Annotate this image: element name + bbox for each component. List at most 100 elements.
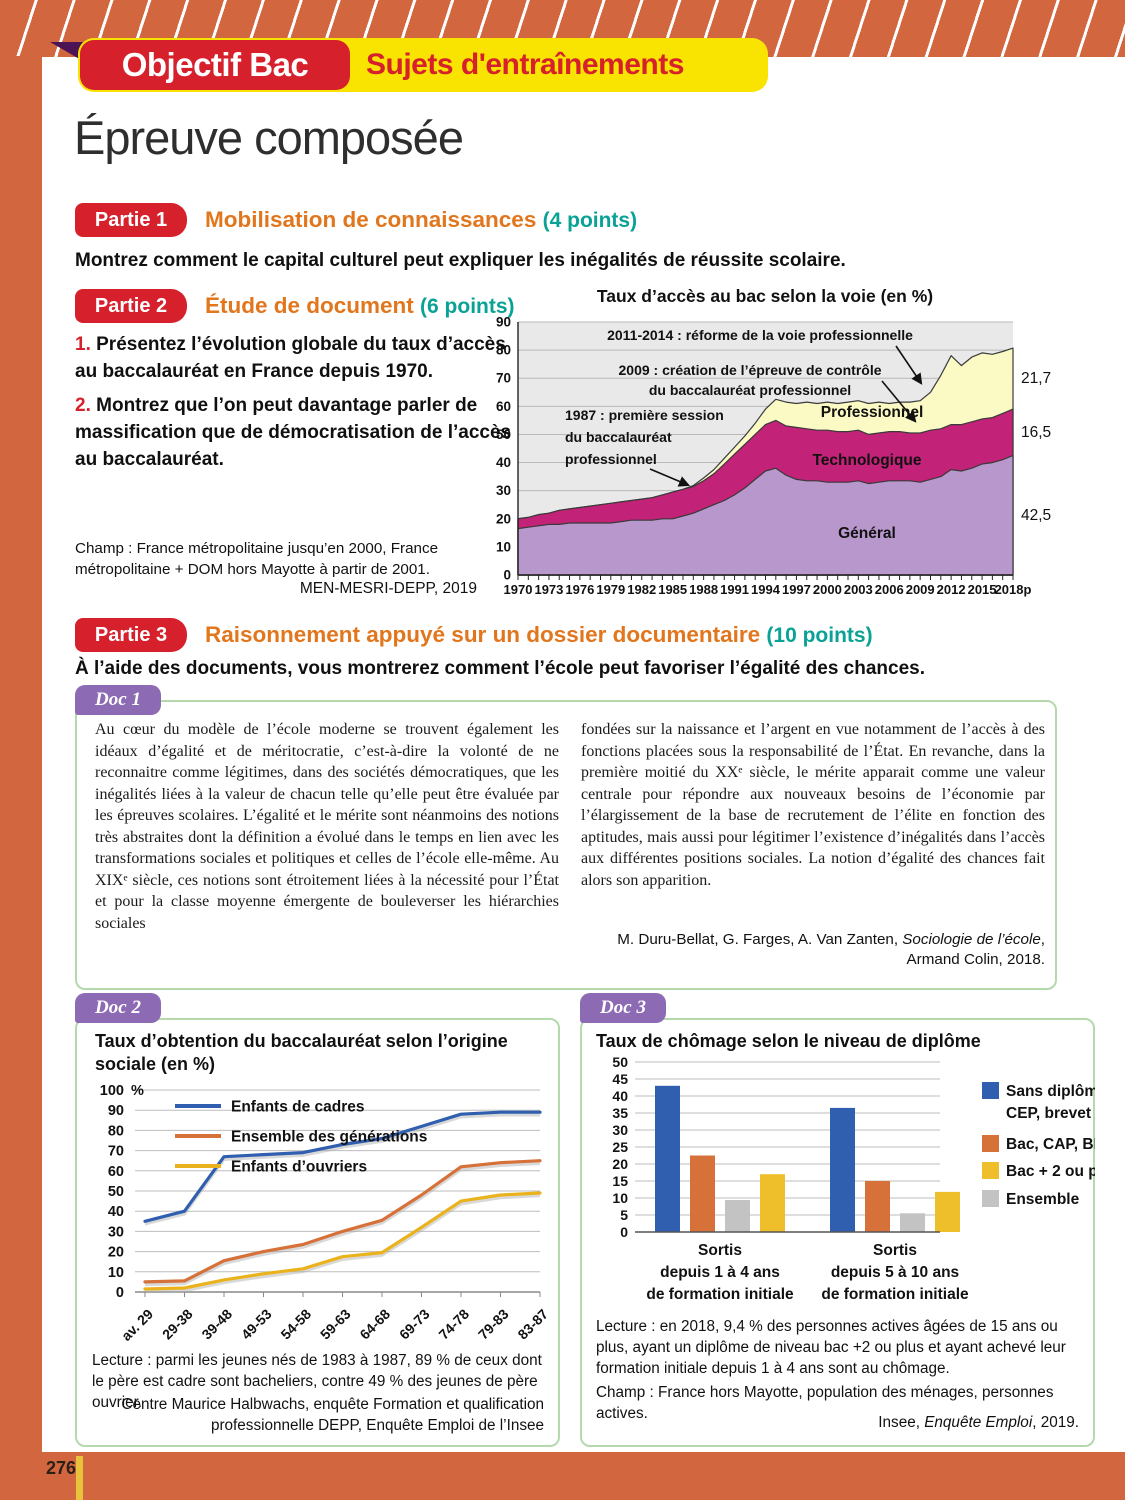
- svg-text:de formation initiale: de formation initiale: [821, 1286, 969, 1303]
- doc1-source-publisher: , Armand Colin, 2018.: [906, 931, 1045, 968]
- svg-text:1988: 1988: [689, 582, 718, 597]
- doc1-box: [75, 700, 1057, 990]
- svg-text:30: 30: [496, 483, 511, 498]
- partie2-heading-text: Étude de document: [205, 293, 414, 318]
- svg-text:20: 20: [612, 1156, 628, 1172]
- partie3-statement: À l’aide des documents, vous montrerez c…: [75, 658, 925, 679]
- doc3-source-survey: Enquête Emploi: [924, 1414, 1033, 1431]
- svg-text:10: 10: [612, 1190, 628, 1206]
- doc3-source: Insee, Enquête Emploi, 2019.: [596, 1412, 1079, 1433]
- doc2-badge: Doc 2: [75, 993, 161, 1023]
- svg-text:42,5: 42,5: [1021, 507, 1051, 524]
- svg-text:69-73: 69-73: [396, 1306, 433, 1343]
- svg-text:Général: Général: [838, 525, 896, 542]
- svg-text:64-68: 64-68: [356, 1306, 393, 1343]
- svg-text:Ensemble des générations: Ensemble des générations: [231, 1129, 427, 1146]
- svg-text:40: 40: [108, 1204, 124, 1220]
- svg-text:25: 25: [612, 1139, 628, 1155]
- header-red-badge: Objectif Bac: [80, 40, 350, 90]
- svg-text:5: 5: [620, 1207, 628, 1223]
- svg-text:45: 45: [612, 1071, 628, 1087]
- svg-text:39-48: 39-48: [198, 1306, 235, 1343]
- svg-text:2003: 2003: [844, 582, 873, 597]
- svg-text:2009: 2009: [906, 582, 935, 597]
- doc1-source-authors: M. Duru-Bellat, G. Farges, A. Van Zanten…: [617, 931, 903, 948]
- svg-text:Enfants d’ouvriers: Enfants d’ouvriers: [231, 1159, 367, 1176]
- partie2-question2: 2. Montrez que l’on peut davantage parle…: [75, 392, 523, 473]
- svg-text:Taux d’accès au bac selon la v: Taux d’accès au bac selon la voie (en %): [597, 286, 933, 306]
- doc2-lecture: Lecture : parmi les jeunes nés de 1983 à…: [92, 1352, 542, 1411]
- svg-text:Sans diplôme,: Sans diplôme,: [1006, 1083, 1095, 1100]
- left-margin-strip: [0, 56, 42, 1454]
- doc3-badge: Doc 3: [580, 993, 666, 1023]
- svg-text:1997: 1997: [782, 582, 811, 597]
- svg-text:100: 100: [100, 1083, 124, 1099]
- svg-text:50: 50: [496, 427, 511, 442]
- doc1-source-title: Sociologie de l’école: [902, 931, 1041, 948]
- svg-text:1979: 1979: [596, 582, 625, 597]
- svg-text:%: %: [131, 1083, 144, 1099]
- svg-text:10: 10: [496, 539, 511, 554]
- svg-text:10: 10: [108, 1265, 124, 1281]
- svg-text:professionnel: professionnel: [565, 451, 657, 467]
- svg-text:2011-2014 : réforme de la voie: 2011-2014 : réforme de la voie professio…: [607, 327, 913, 343]
- page-title: Épreuve composée: [74, 111, 464, 164]
- partie2-badge: Partie 2: [75, 289, 187, 323]
- svg-text:2012: 2012: [937, 582, 966, 597]
- svg-text:Bac + 2 ou plus: Bac + 2 ou plus: [1006, 1163, 1095, 1180]
- svg-text:1970: 1970: [504, 582, 533, 597]
- partie1-badge: Partie 1: [75, 203, 187, 237]
- doc2-source-line2: professionnelle DEPP, Enquête Emploi de …: [210, 1417, 544, 1434]
- partie3-badge: Partie 3: [75, 618, 187, 652]
- svg-text:80: 80: [108, 1123, 124, 1139]
- doc2-chart-title: Taux d’obtention du baccalauréat selon l…: [95, 1031, 508, 1074]
- partie3-header: Partie 3 Raisonnement appuyé sur un doss…: [75, 618, 873, 652]
- svg-text:60: 60: [108, 1164, 124, 1180]
- question1-number: 1.: [75, 334, 91, 355]
- doc1-text: Au cœur du modèle de l’école moderne se …: [95, 719, 1045, 934]
- svg-text:79-83: 79-83: [475, 1306, 512, 1343]
- svg-text:80: 80: [496, 343, 511, 358]
- svg-text:0: 0: [620, 1224, 628, 1240]
- partie2-source: MEN-MESRI-DEPP, 2019: [299, 580, 477, 597]
- svg-text:2018p: 2018p: [995, 582, 1032, 597]
- question1-text: Présentez l’évolution globale du taux d’…: [75, 334, 506, 382]
- svg-text:1985: 1985: [658, 582, 687, 597]
- svg-text:90: 90: [108, 1103, 124, 1119]
- svg-text:21,7: 21,7: [1021, 370, 1051, 387]
- svg-text:2006: 2006: [875, 582, 904, 597]
- question2-number: 2.: [75, 395, 91, 416]
- svg-text:1991: 1991: [720, 582, 749, 597]
- header-subtitle: Sujets d'entraînements: [366, 48, 684, 81]
- partie2-heading: Étude de document (6 points): [205, 293, 515, 319]
- bac-access-area-chart: Taux d’accès au bac selon la voie (en %)…: [496, 286, 1051, 597]
- doc1-source: M. Duru-Bellat, G. Farges, A. Van Zanten…: [575, 930, 1045, 970]
- svg-text:59-63: 59-63: [317, 1306, 354, 1343]
- svg-text:83-87: 83-87: [514, 1306, 551, 1343]
- svg-text:70: 70: [108, 1144, 124, 1160]
- svg-text:depuis 1 à 4 ans: depuis 1 à 4 ans: [660, 1264, 780, 1281]
- svg-text:90: 90: [496, 315, 511, 330]
- svg-text:2000: 2000: [813, 582, 842, 597]
- partie2-header: Partie 2 Étude de document (6 points): [75, 289, 515, 323]
- svg-text:Enfants de cadres: Enfants de cadres: [231, 1099, 365, 1116]
- svg-text:30: 30: [612, 1122, 628, 1138]
- page-number: 276: [46, 1458, 77, 1478]
- footer-yellow-bar: [76, 1456, 83, 1500]
- doc1-badge: Doc 1: [75, 685, 161, 715]
- svg-text:40: 40: [612, 1088, 628, 1104]
- svg-text:60: 60: [496, 399, 511, 414]
- svg-text:50: 50: [108, 1184, 124, 1200]
- svg-text:Sortis: Sortis: [698, 1242, 742, 1259]
- doc2-source: Centre Maurice Halbwachs, enquête Format…: [92, 1394, 544, 1436]
- svg-text:29-38: 29-38: [159, 1306, 196, 1343]
- partie3-heading-text: Raisonnement appuyé sur un dossier docum…: [205, 622, 761, 647]
- svg-text:Professionnel: Professionnel: [821, 404, 924, 421]
- svg-text:0: 0: [503, 568, 511, 583]
- svg-text:16,5: 16,5: [1021, 424, 1051, 441]
- svg-text:Technologique: Technologique: [812, 452, 921, 469]
- svg-text:1994: 1994: [751, 582, 781, 597]
- svg-text:de formation initiale: de formation initiale: [646, 1286, 794, 1303]
- svg-text:50: 50: [612, 1054, 628, 1070]
